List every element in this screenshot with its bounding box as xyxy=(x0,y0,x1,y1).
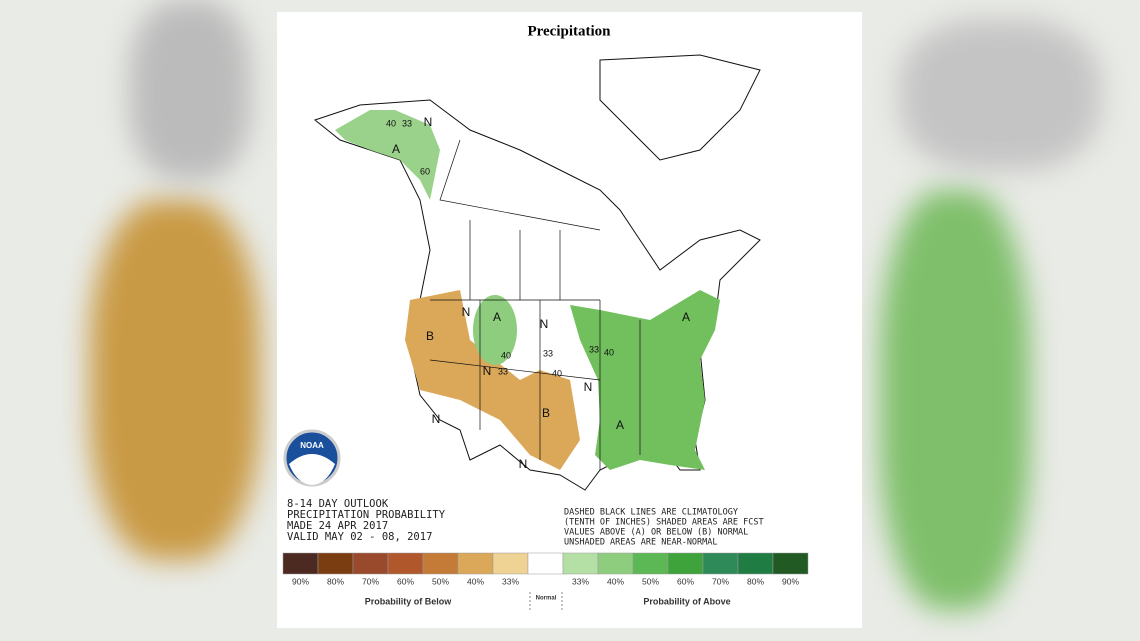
map-label: 33 xyxy=(498,366,508,376)
legend-swatch xyxy=(492,552,529,575)
info-line: MADE 24 APR 2017 xyxy=(287,520,388,532)
legend-caption: Normal xyxy=(536,596,557,602)
background-brown xyxy=(90,200,260,560)
below-area xyxy=(405,290,580,470)
map-label: B xyxy=(426,329,434,343)
legend-label: 90% xyxy=(782,576,799,586)
legend-label: 50% xyxy=(432,576,449,586)
map-label: 33 xyxy=(543,348,553,358)
background-green xyxy=(880,190,1030,610)
legend-swatch xyxy=(772,552,809,575)
legend-label: 70% xyxy=(362,576,379,586)
map-label: B xyxy=(542,406,550,420)
info-line: 8-14 DAY OUTLOOK xyxy=(287,498,389,510)
map-label: A xyxy=(392,142,400,156)
legend-label: 33% xyxy=(572,576,589,586)
map xyxy=(313,54,761,491)
legend-label: 80% xyxy=(747,576,764,586)
map-label: N xyxy=(462,305,471,319)
map-label: A xyxy=(682,310,690,324)
legend-caption: Probability of Above xyxy=(643,596,730,606)
map-label: 33 xyxy=(589,344,599,354)
above-area xyxy=(570,290,720,470)
legend-swatch xyxy=(632,552,669,575)
legend-label: 33% xyxy=(502,576,519,586)
legend-swatch xyxy=(702,552,739,575)
info-line: (TENTH OF INCHES) SHADED AREAS ARE FCST xyxy=(564,518,764,528)
noaa-logo: NOAA xyxy=(283,429,341,487)
background-lines xyxy=(900,20,1100,170)
legend-caption: Probability of Below xyxy=(365,596,453,606)
outlook-panel: Precipitation N 40 33 A 60 B N A N 4 xyxy=(277,12,862,628)
info-line: VALUES ABOVE (A) OR BELOW (B) NORMAL xyxy=(564,528,748,538)
legend-swatch xyxy=(562,552,599,575)
legend-swatch xyxy=(667,552,704,575)
map-label: 40 xyxy=(501,350,511,360)
title: Precipitation xyxy=(527,23,611,39)
legend: 90% 80% 70% 60% 50% 40% 33% 33% 40% 50% 60% 70% 80% 9… xyxy=(282,552,809,586)
above-area xyxy=(335,110,440,200)
legend-label: 90% xyxy=(292,576,309,586)
map-label: N xyxy=(432,412,441,426)
legend-swatch xyxy=(317,552,354,575)
borders xyxy=(429,139,641,470)
legend-label: 50% xyxy=(642,576,659,586)
map-label: 40 xyxy=(386,118,396,128)
legend-swatch xyxy=(282,552,319,575)
legend-label: 40% xyxy=(467,576,484,586)
info-line: VALID MAY 02 - 08, 2017 xyxy=(287,531,432,543)
background-lines xyxy=(130,0,250,180)
info-line: UNSHADED AREAS ARE NEAR-NORMAL xyxy=(564,538,718,548)
map-label: A xyxy=(493,310,501,324)
legend-label: 60% xyxy=(397,576,414,586)
logo-wave xyxy=(289,454,335,485)
legend-swatch xyxy=(422,552,459,575)
legend-label: 80% xyxy=(327,576,344,586)
map-labels: N 40 33 A 60 B N A N 40 33 N 33 40 B N N… xyxy=(386,115,690,471)
map-label: N xyxy=(424,115,433,129)
map-label: 40 xyxy=(604,347,614,357)
outlook-map: Precipitation N 40 33 A 60 B N A N 4 xyxy=(282,23,809,612)
legend-label: 40% xyxy=(607,576,624,586)
legend-label: 70% xyxy=(712,576,729,586)
map-label: N xyxy=(519,457,528,471)
map-label: N xyxy=(483,364,492,378)
legend-swatch xyxy=(737,552,774,575)
above-area xyxy=(473,295,517,365)
info-line: DASHED BLACK LINES ARE CLIMATOLOGY xyxy=(564,508,738,518)
legend-swatch xyxy=(387,552,424,575)
map-label: 33 xyxy=(402,118,412,128)
map-label: N xyxy=(584,380,593,394)
legend-swatch xyxy=(352,552,389,575)
legend-swatch xyxy=(527,552,564,575)
greenland xyxy=(599,54,761,161)
legend-swatch xyxy=(597,552,634,575)
legend-label: 60% xyxy=(677,576,694,586)
logo-text: NOAA xyxy=(300,441,324,450)
info-line: PRECIPITATION PROBABILITY xyxy=(287,509,446,521)
map-label: 40 xyxy=(552,368,562,378)
map-label: N xyxy=(540,317,549,331)
legend-swatch xyxy=(457,552,494,575)
map-label: 60 xyxy=(420,166,430,176)
map-label: A xyxy=(616,418,624,432)
